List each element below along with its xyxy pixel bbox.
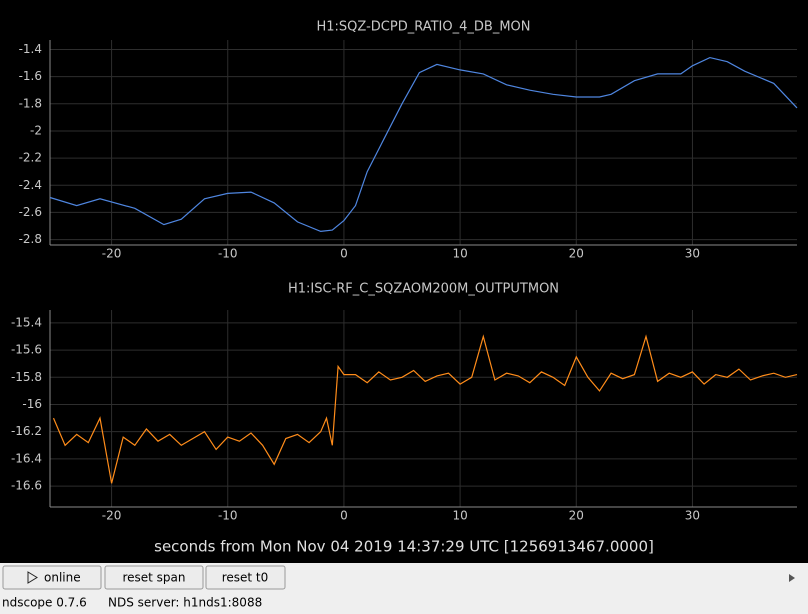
play-icon [27,571,38,584]
x-tick-label: -20 [102,509,122,523]
x-tick-label: -10 [218,247,238,261]
x-tick-label: 10 [452,509,467,523]
y-tick-label: -2.2 [19,151,42,165]
x-tick-label: 0 [340,509,348,523]
y-tick-label: -1.8 [19,96,42,110]
button-frame[interactable] [104,565,204,590]
scroll-arrow[interactable] [789,574,795,582]
chart-title: H1:ISC-RF_C_SQZAOM200M_OUTPUTMON [288,282,559,297]
x-tick-label: 0 [340,247,348,261]
x-tick-label: -20 [102,247,122,261]
y-tick-label: -2 [30,123,42,137]
button-label[interactable]: online [44,571,81,585]
server-label: NDS server: h1nds1:8088 [108,596,262,610]
version-label: ndscope 0.7.6 [2,596,87,610]
y-tick-label: -2.8 [19,232,42,246]
y-tick-label: -16.2 [11,424,42,438]
y-tick-label: -15.8 [11,370,42,384]
reset-t0-button[interactable]: reset t0 [205,565,286,590]
y-tick-label: -16 [22,397,42,411]
button-label[interactable]: reset span [122,571,185,585]
data-line [49,56,798,233]
y-tick-label: -1.6 [19,69,42,83]
y-tick-label: -15.4 [11,315,42,329]
x-tick-label: 30 [685,509,700,523]
y-tick-label: -2.4 [19,178,42,192]
y-tick-label: -2.6 [19,205,42,219]
y-tick-label: -16.6 [11,479,42,493]
x-axis-label: seconds from Mon Nov 04 2019 14:37:29 UT… [154,538,654,556]
button-label[interactable]: reset t0 [222,571,269,585]
x-tick-label: 10 [452,247,467,261]
chart-title: H1:SQZ-DCPD_RATIO_4_DB_MON [317,20,531,35]
button-frame[interactable] [205,565,286,590]
x-tick-label: 30 [685,247,700,261]
x-tick-label: -10 [218,509,238,523]
reset-span-button[interactable]: reset span [104,565,204,590]
y-tick-label: -16.4 [11,451,42,465]
y-tick-label: -15.6 [11,343,42,357]
x-tick-label: 20 [569,247,584,261]
plot-background [0,0,808,563]
x-tick-label: 20 [569,509,584,523]
online-button[interactable]: online [2,565,102,590]
y-tick-label: -1.4 [19,42,42,56]
data-line [52,334,798,484]
